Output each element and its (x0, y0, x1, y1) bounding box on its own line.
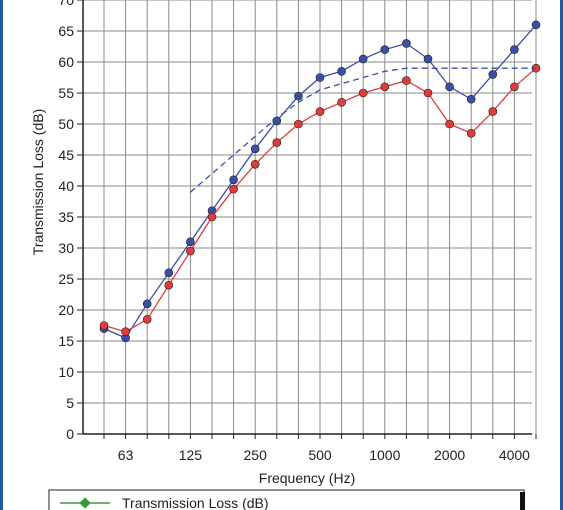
data-point-series-0 (445, 82, 454, 92)
data-point-series-1 (250, 160, 260, 169)
data-point-series-1 (207, 212, 217, 222)
series-layer (99, 20, 541, 343)
data-point-series-0 (229, 175, 238, 185)
transmission-loss-chart: 0 5 10 15 20 25 30 35 40 45 50 55 60 65 70 63 125 250 500… (30, 0, 541, 510)
legend-entry-transmission-loss: Transmission Loss (dB) (122, 495, 269, 510)
data-point-series-0 (294, 91, 303, 101)
y-tick-label: 10 (58, 364, 74, 380)
vertical-gridlines (103, 0, 537, 434)
data-point-series-1 (164, 280, 174, 290)
y-tick-label: 5 (66, 395, 74, 411)
data-point-series-1 (337, 98, 346, 107)
legend-box-shadow (520, 492, 525, 510)
data-point-series-0 (315, 73, 325, 82)
data-point-series-1 (272, 138, 282, 147)
y-tick-labels: 0 5 10 15 20 25 30 35 40 45 50 55 60 65 70 (58, 0, 74, 442)
x-tick-label: 125 (179, 447, 203, 463)
x-tick-label: 250 (244, 447, 268, 463)
data-point-series-0 (186, 237, 195, 247)
y-tick-label: 20 (58, 302, 74, 318)
y-tick-label: 35 (58, 209, 74, 225)
data-point-series-1 (99, 321, 109, 330)
y-tick-label: 65 (58, 23, 74, 39)
data-point-series-0 (402, 39, 411, 48)
x-tick-label: 63 (118, 447, 134, 463)
data-point-series-1 (445, 119, 454, 129)
data-point-series-1 (423, 88, 433, 98)
data-point-series-0 (466, 94, 476, 104)
y-tick-label: 60 (58, 54, 74, 70)
data-point-series-0 (488, 70, 498, 79)
data-point-series-1 (315, 107, 325, 116)
legend-box (48, 489, 525, 510)
data-point-series-1 (402, 76, 411, 85)
data-point-series-0 (423, 54, 433, 64)
y-tick-label: 25 (58, 271, 74, 287)
x-axis-title: Frequency (Hz) (259, 470, 355, 486)
data-point-series-0 (510, 45, 519, 54)
y-tick-label: 15 (58, 333, 74, 349)
y-tick-label: 45 (58, 147, 74, 163)
data-point-series-0 (164, 268, 174, 278)
data-point-series-1 (186, 246, 195, 256)
y-tick-label: 30 (58, 240, 74, 256)
series-line-2 (189, 67, 536, 193)
axes (82, 0, 537, 439)
data-point-series-1 (380, 82, 390, 92)
data-point-series-1 (488, 107, 498, 116)
data-point-series-1 (466, 129, 476, 138)
y-tick-label: 55 (58, 85, 74, 101)
y-tick-label: 50 (58, 116, 74, 132)
legend: Transmission Loss (dB) (48, 489, 525, 510)
y-tick-label: 0 (66, 426, 74, 442)
y-axis-title: Transmission Loss (dB) (30, 109, 46, 256)
data-point-series-1 (294, 119, 303, 129)
y-tick-label: 70 (58, 0, 74, 8)
data-point-series-1 (121, 327, 130, 337)
y-tick-label: 40 (58, 178, 74, 194)
x-tick-label: 2000 (434, 447, 465, 463)
x-tick-labels: 63 125 250 500 1000 2000 4000 (118, 447, 530, 463)
data-point-series-0 (531, 20, 541, 30)
x-tick-label: 500 (308, 447, 332, 463)
data-point-series-0 (380, 45, 390, 54)
data-point-series-0 (142, 299, 152, 309)
data-point-series-1 (229, 184, 238, 194)
horizontal-gridlines (77, 0, 532, 435)
x-tick-label: 4000 (499, 447, 530, 463)
data-point-series-1 (358, 88, 368, 98)
data-point-series-0 (250, 144, 260, 154)
data-point-series-1 (142, 314, 152, 324)
data-point-series-0 (337, 67, 346, 76)
data-point-series-0 (358, 54, 368, 64)
data-point-series-1 (510, 82, 519, 92)
x-tick-label: 1000 (369, 447, 400, 463)
